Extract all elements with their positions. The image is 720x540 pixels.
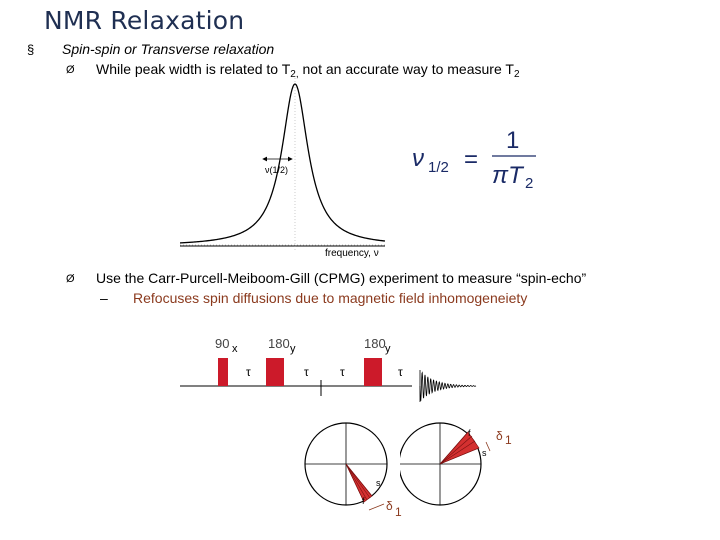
point-refocus: Refocuses spin diffusions due to magneti… [133, 290, 528, 306]
t2-subscript: 2, [290, 69, 299, 80]
tau-2: τ [304, 365, 309, 379]
point-peak-width: While peak width is related to T2, not a… [96, 61, 520, 80]
left-delta: δ [386, 499, 393, 513]
right-label-s: s [482, 448, 487, 458]
lorentzian-spectrum: ν(1/2) frequency, ν [180, 78, 386, 259]
right-delta: δ [496, 429, 503, 443]
tau-3: τ [340, 365, 345, 379]
pulse-180y-2 [364, 358, 382, 386]
sub-bullet-marker: Ø [66, 64, 75, 76]
page-title: NMR Relaxation [44, 6, 245, 35]
sub-bullet-marker-2: Ø [66, 273, 75, 285]
formula-denominator: πT [492, 162, 525, 189]
pulse1-angle: 90 [215, 336, 229, 351]
pulse2-angle: 180 [268, 336, 290, 351]
bullet-marker: § [27, 42, 35, 57]
pulse2-axis: y [290, 343, 296, 355]
left-fan-lines [345, 463, 373, 503]
right-label-f: f [468, 428, 471, 438]
t2-subscript-end: 2 [513, 69, 520, 80]
linewidth-formula: ν 1/2 = 1 πT 2 [412, 128, 536, 192]
right-delta-subscript: 1 [505, 433, 512, 447]
cpmg-pulse-sequence: 90 x 180 y 180 y τ τ τ τ [180, 336, 477, 402]
formula-equals: = [464, 146, 478, 173]
left-delta-pointer [368, 503, 385, 511]
point-peak-width-pre: While peak width is related to T [96, 61, 291, 77]
half-width-label: ν(1/2) [265, 165, 288, 175]
frequency-axis-label: frequency, ν [325, 248, 379, 259]
left-label-s: s [376, 478, 381, 488]
tau-1: τ [246, 365, 251, 379]
formula-nu: ν [412, 145, 424, 172]
formula-nu-subscript: 1/2 [428, 159, 449, 176]
left-label-f: f [362, 496, 365, 506]
pulse3-angle: 180 [364, 336, 386, 351]
dash-marker: – [100, 290, 108, 306]
lorentzian-peak [180, 83, 386, 244]
pulse1-axis: x [232, 343, 238, 355]
pulse-180y-1 [266, 358, 284, 386]
right-fan-lines [439, 431, 480, 465]
echo-signal [419, 371, 477, 401]
tau-4: τ [398, 365, 403, 379]
formula-numerator: 1 [506, 128, 519, 154]
formula-denominator-subscript: 2 [525, 175, 533, 192]
right-vector-diagram: f s δ 1 [400, 422, 512, 506]
pulse-90x [218, 358, 228, 386]
left-vector-diagram: s f δ 1 [304, 422, 402, 519]
heading-spin-spin: Spin-spin or Transverse relaxation [62, 41, 275, 57]
right-delta-pointer [485, 441, 491, 452]
left-delta-subscript: 1 [395, 505, 402, 519]
point-peak-width-mid: not an accurate way to measure T [298, 61, 514, 77]
pulse3-axis: y [385, 343, 391, 355]
point-cpmg: Use the Carr-Purcell-Meiboom-Gill (CPMG)… [96, 270, 587, 286]
